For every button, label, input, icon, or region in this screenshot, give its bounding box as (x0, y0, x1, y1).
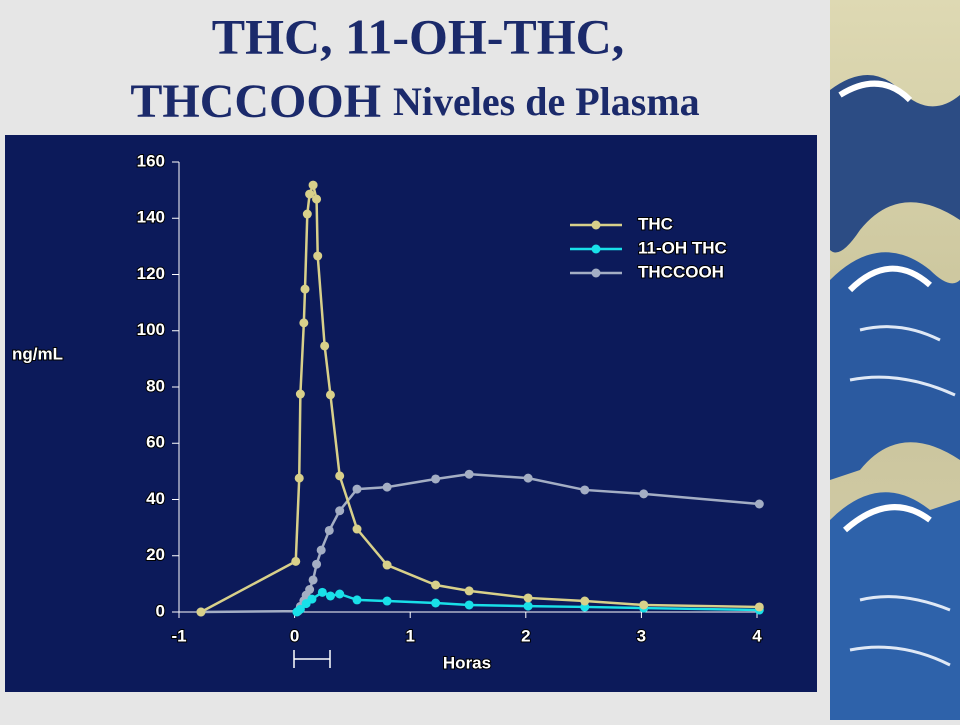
data-point (316, 545, 326, 555)
data-point (639, 489, 649, 499)
data-point (431, 474, 441, 484)
data-point (295, 389, 305, 399)
data-point (312, 194, 322, 204)
legend-marker (591, 220, 601, 230)
x-tick-label: 3 (637, 626, 646, 645)
data-point (325, 390, 335, 400)
data-point (580, 596, 590, 606)
data-point (300, 284, 310, 294)
data-point (431, 580, 441, 590)
data-point (312, 559, 322, 569)
wave-decoration (830, 0, 960, 720)
data-point (382, 482, 392, 492)
data-point (335, 589, 345, 599)
legend-marker (591, 268, 601, 278)
data-point (335, 506, 345, 516)
y-tick-label: 140 (137, 208, 165, 227)
slide-title: THCCOOH Niveles de Plasma (130, 75, 699, 128)
legend-label: 11-OH THC (638, 238, 727, 257)
data-point (305, 189, 315, 199)
data-point (580, 485, 590, 495)
data-point (325, 591, 335, 601)
data-point (754, 499, 764, 509)
data-point (754, 602, 764, 612)
data-point (307, 594, 317, 604)
y-axis-label: ng/mL (12, 344, 63, 363)
y-tick-label: 120 (137, 264, 165, 283)
data-point (299, 318, 309, 328)
x-tick-label: 2 (521, 626, 530, 645)
data-point (464, 600, 474, 610)
data-point (431, 598, 441, 608)
data-point (352, 595, 362, 605)
x-tick-label: 4 (752, 626, 762, 645)
title-part: Niveles de Plasma (393, 79, 700, 124)
y-tick-label: 100 (137, 320, 165, 339)
data-point (382, 560, 392, 570)
data-point (352, 484, 362, 494)
title-part: THCCOOH (130, 75, 381, 128)
interval-bracket (293, 650, 331, 668)
data-point (523, 601, 533, 611)
data-point (639, 600, 649, 610)
data-point (196, 607, 206, 617)
data-point (335, 471, 345, 481)
y-tick-label: 0 (156, 601, 165, 620)
legend-label: THC (638, 214, 673, 233)
data-point (308, 180, 318, 190)
data-point (295, 604, 305, 614)
data-point (523, 593, 533, 603)
data-point (308, 575, 318, 585)
y-tick-label: 60 (146, 433, 165, 452)
data-point (294, 473, 304, 483)
y-tick-label: 40 (146, 489, 165, 508)
series-line (200, 180, 760, 614)
y-tick-label: 80 (146, 376, 165, 395)
data-point (305, 585, 315, 594)
chart-panel (5, 135, 817, 692)
data-point (320, 341, 330, 351)
data-point (291, 556, 301, 566)
data-point (382, 596, 392, 606)
data-point (302, 209, 312, 219)
data-point (464, 469, 474, 479)
legend-marker (591, 244, 601, 254)
data-point (523, 473, 533, 483)
data-point (317, 587, 327, 597)
data-point (352, 524, 362, 534)
legend-label: THCCOOH (638, 262, 724, 281)
data-point (464, 586, 474, 596)
x-axis-label: Horas (443, 653, 491, 672)
x-tick-label: 0 (290, 626, 299, 645)
y-tick-label: 20 (146, 545, 165, 564)
data-point (324, 525, 334, 535)
y-tick-label: 160 (137, 151, 165, 170)
x-tick-label: -1 (171, 626, 186, 645)
slide-title: THC, 11-OH-THC, (212, 8, 625, 64)
data-point (313, 251, 323, 261)
x-tick-label: 1 (405, 626, 414, 645)
